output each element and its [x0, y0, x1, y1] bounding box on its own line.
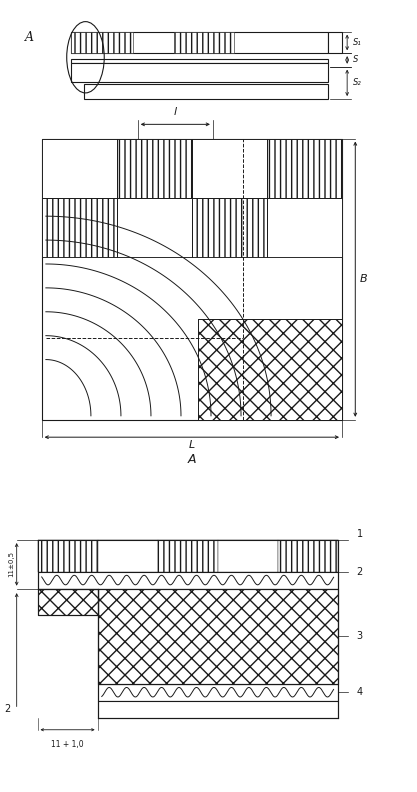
Bar	[42, 198, 117, 257]
Bar	[328, 32, 342, 53]
Bar	[42, 139, 117, 198]
Bar	[117, 139, 192, 198]
Bar	[98, 683, 338, 701]
Bar	[38, 588, 98, 615]
Text: S₂: S₂	[354, 78, 362, 87]
Bar	[38, 572, 338, 588]
Text: A: A	[188, 453, 196, 466]
Bar	[267, 139, 342, 198]
Bar	[98, 540, 158, 572]
Bar	[38, 540, 338, 572]
Text: A: A	[25, 31, 34, 44]
Bar	[198, 318, 342, 420]
Text: B: B	[359, 274, 367, 284]
Text: L: L	[189, 440, 195, 451]
Bar	[117, 198, 192, 257]
Bar	[84, 84, 329, 99]
Bar	[38, 588, 98, 615]
Bar	[158, 540, 218, 572]
Bar	[198, 318, 342, 420]
Bar	[192, 198, 267, 257]
Text: 11 + 1,0: 11 + 1,0	[51, 740, 84, 749]
Bar	[192, 139, 267, 198]
Text: 1: 1	[357, 528, 363, 539]
Bar	[218, 540, 278, 572]
Bar	[192, 198, 267, 257]
Bar	[267, 198, 342, 257]
Text: 2: 2	[4, 704, 10, 714]
Text: 3: 3	[357, 631, 363, 642]
Bar	[71, 32, 328, 53]
Bar	[42, 139, 117, 198]
Bar	[174, 32, 234, 53]
Text: S: S	[354, 55, 359, 64]
Bar	[278, 540, 338, 572]
Bar	[267, 198, 342, 257]
Bar	[38, 540, 98, 572]
Text: 4: 4	[357, 687, 363, 697]
Text: 11±0,5: 11±0,5	[9, 551, 15, 577]
Bar	[42, 139, 342, 420]
Bar	[42, 198, 117, 257]
Bar	[71, 59, 328, 63]
Bar	[98, 701, 338, 718]
Bar	[98, 588, 338, 683]
Bar	[98, 588, 338, 683]
Bar	[117, 139, 192, 198]
Text: 2: 2	[357, 566, 363, 577]
Bar	[192, 139, 267, 198]
Bar	[117, 198, 192, 257]
Bar	[71, 63, 328, 82]
Text: l: l	[174, 107, 177, 117]
Text: S₁: S₁	[354, 38, 362, 47]
Bar	[71, 32, 133, 53]
Bar	[267, 139, 342, 198]
